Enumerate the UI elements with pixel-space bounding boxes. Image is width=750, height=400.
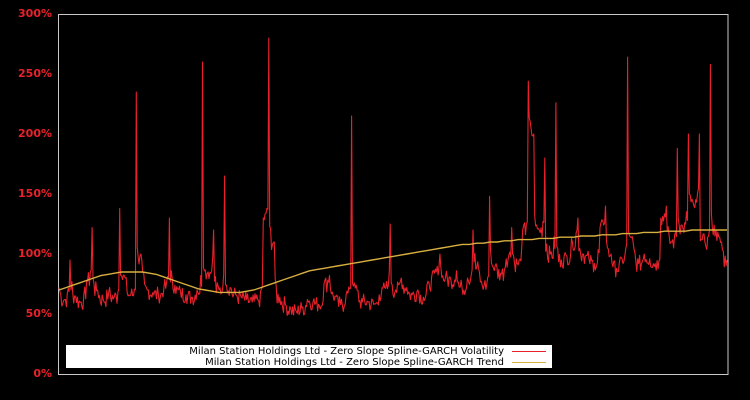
y-tick-label: 100% [18,247,52,260]
y-tick-label: 50% [25,307,52,320]
y-tick-label: 200% [18,127,52,140]
legend-item-trend: Milan Station Holdings Ltd - Zero Slope … [205,357,546,368]
legend-item-volatility: Milan Station Holdings Ltd - Zero Slope … [189,346,546,357]
series-layer [58,37,728,316]
legend: Milan Station Holdings Ltd - Zero Slope … [66,345,552,368]
y-tick-label: 0% [33,367,52,380]
legend-label-volatility: Milan Station Holdings Ltd - Zero Slope … [189,346,504,357]
plot-area-frame [58,14,729,375]
y-tick-label: 300% [18,7,52,20]
y-tick-label: 150% [18,187,52,200]
trend-line [58,229,727,294]
legend-swatch-volatility [512,351,546,352]
volatility-line [58,37,728,316]
y-tick-label: 250% [18,67,52,80]
legend-label-trend: Milan Station Holdings Ltd - Zero Slope … [205,357,504,368]
legend-swatch-trend [512,362,546,363]
